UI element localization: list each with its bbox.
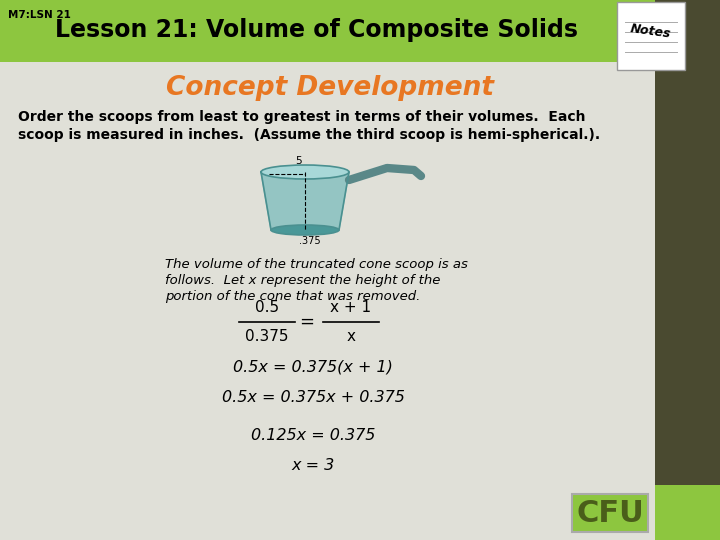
Text: 0.5x = 0.375(x + 1): 0.5x = 0.375(x + 1) (233, 360, 393, 375)
Ellipse shape (261, 165, 349, 179)
Text: x = 3: x = 3 (292, 457, 335, 472)
Text: Order the scoops from least to greatest in terms of their volumes.  Each: Order the scoops from least to greatest … (18, 110, 585, 124)
Bar (0, 0, 720, 62)
Polygon shape (261, 172, 349, 230)
Text: The volume of the truncated cone scoop is as: The volume of the truncated cone scoop i… (165, 258, 468, 271)
Text: 0.125x = 0.375: 0.125x = 0.375 (251, 428, 375, 442)
Text: 0.5: 0.5 (255, 300, 279, 315)
Bar (572, 494, 648, 532)
Text: Concept Development: Concept Development (166, 75, 494, 101)
Text: follows.  Let x represent the height of the: follows. Let x represent the height of t… (165, 274, 441, 287)
Text: x + 1: x + 1 (330, 300, 372, 315)
Text: 5: 5 (296, 156, 302, 166)
Bar (655, 0, 720, 485)
Text: .375: .375 (300, 236, 321, 246)
Text: portion of the cone that was removed.: portion of the cone that was removed. (165, 290, 420, 303)
Text: 0.375: 0.375 (246, 329, 289, 344)
Text: scoop is measured in inches.  (Assume the third scoop is hemi-spherical.).: scoop is measured in inches. (Assume the… (18, 128, 600, 142)
Bar (617, 2, 685, 70)
Ellipse shape (271, 225, 339, 235)
Text: CFU: CFU (576, 498, 644, 528)
Bar (655, 485, 720, 540)
Text: =: = (300, 313, 315, 331)
Text: Lesson 21: Volume of Composite Solids: Lesson 21: Volume of Composite Solids (55, 18, 578, 42)
Text: M7:LSN 21: M7:LSN 21 (8, 10, 71, 20)
Text: 0.5x = 0.375x + 0.375: 0.5x = 0.375x + 0.375 (222, 389, 405, 404)
Text: x: x (346, 329, 356, 344)
Text: Notes: Notes (630, 22, 672, 40)
